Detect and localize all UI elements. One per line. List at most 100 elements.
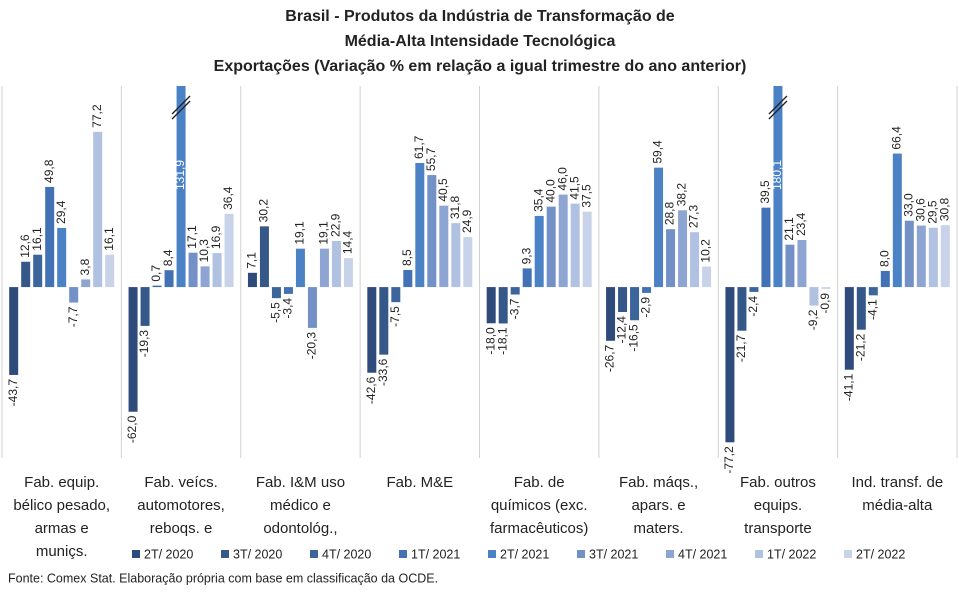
bar xyxy=(403,269,413,288)
value-label: 30,2 xyxy=(257,199,271,223)
value-label: 77,2 xyxy=(90,104,104,128)
chart-title: Média-Alta Intensidade Tecnológica xyxy=(345,33,616,50)
bar xyxy=(654,167,664,288)
legend-label: 3T/ 2021 xyxy=(589,547,638,561)
bar xyxy=(105,254,115,288)
axis-break xyxy=(768,95,788,115)
bar xyxy=(534,215,544,288)
x-tick-label: odontológ., xyxy=(263,520,337,537)
x-tick-label: Fab. veícs. xyxy=(144,474,217,491)
value-label: 8,4 xyxy=(161,249,175,266)
bar xyxy=(498,287,508,324)
bar xyxy=(319,248,329,288)
value-label: 21,1 xyxy=(782,217,796,241)
chart-title: Brasil - Produtos da Indústria de Transf… xyxy=(285,8,675,25)
bar xyxy=(81,279,91,288)
x-tick-label: muniçs. xyxy=(36,543,88,560)
value-label: -62,0 xyxy=(125,415,139,443)
bar xyxy=(725,287,735,443)
value-label: -0,9 xyxy=(818,293,832,314)
bar xyxy=(331,241,341,288)
bar xyxy=(176,86,186,288)
bar xyxy=(271,287,281,299)
chart-title: Exportações (Variação % em relação a igu… xyxy=(214,58,747,75)
value-label: 3,8 xyxy=(78,258,92,275)
bar xyxy=(522,268,532,288)
bar xyxy=(379,287,389,355)
value-label: 16,1 xyxy=(102,227,116,251)
x-tick-label: média-alta xyxy=(862,497,933,514)
bar xyxy=(57,227,67,288)
legend-label: 4T/ 2021 xyxy=(678,547,727,561)
value-label: 22,9 xyxy=(329,213,343,237)
value-label: 30,6 xyxy=(913,198,927,222)
value-label: -26,7 xyxy=(603,344,617,372)
value-label: -19,3 xyxy=(137,330,151,358)
bar xyxy=(463,237,473,288)
bar xyxy=(558,194,568,288)
bar xyxy=(128,287,138,412)
value-label: 23,4 xyxy=(794,212,808,236)
bar xyxy=(367,287,377,373)
value-label: -21,2 xyxy=(853,333,867,361)
value-label: 16,1 xyxy=(30,227,44,251)
bar xyxy=(546,206,556,288)
bar xyxy=(904,220,914,288)
value-label: 61,7 xyxy=(412,135,426,159)
bar xyxy=(773,86,783,288)
bar xyxy=(737,287,747,331)
value-label: 66,4 xyxy=(889,126,903,150)
x-tick-label: apars. e xyxy=(631,497,685,514)
x-tick-label: armas e xyxy=(35,520,89,537)
bar xyxy=(45,186,55,288)
value-label: 55,7 xyxy=(424,147,438,171)
value-label: 38,2 xyxy=(675,183,689,207)
bar xyxy=(666,229,676,288)
x-tick-label: maters. xyxy=(634,520,684,537)
value-label: -41,1 xyxy=(841,373,855,401)
bar xyxy=(391,287,401,303)
value-label: -3,7 xyxy=(507,298,521,319)
legend-swatch xyxy=(310,550,318,558)
value-label: 19,1 xyxy=(293,221,307,245)
x-tick-label: farmacêuticos) xyxy=(490,520,588,537)
value-label: 19,1 xyxy=(317,221,331,245)
value-label: -7,5 xyxy=(388,306,402,327)
value-label: -7,7 xyxy=(66,306,80,327)
value-label: -2,4 xyxy=(746,296,760,317)
value-label: 14,4 xyxy=(341,230,355,254)
bar xyxy=(439,205,449,288)
value-label: 30,8 xyxy=(937,197,951,221)
value-label: -3,4 xyxy=(281,298,295,319)
value-label: 40,0 xyxy=(543,179,557,203)
bar xyxy=(510,287,520,295)
legend-swatch xyxy=(132,550,140,558)
value-label: 9,3 xyxy=(519,247,533,264)
value-label: -18,0 xyxy=(483,327,497,355)
value-label: -5,5 xyxy=(269,302,283,323)
bar xyxy=(212,253,222,288)
legend-swatch xyxy=(844,550,852,558)
value-label: -16,5 xyxy=(627,324,641,352)
value-label: 16,9 xyxy=(209,225,223,249)
value-label: 36,4 xyxy=(221,186,235,210)
value-label: 24,9 xyxy=(460,209,474,233)
bar xyxy=(678,210,688,288)
value-label: -20,3 xyxy=(305,332,319,360)
value-label: 8,5 xyxy=(400,249,414,266)
bar xyxy=(69,287,79,303)
x-tick-label: Fab. M&E xyxy=(386,474,453,491)
value-label: 46,0 xyxy=(555,167,569,191)
bar xyxy=(486,287,496,324)
value-label: -12,4 xyxy=(615,316,629,344)
bar xyxy=(809,287,819,306)
legend-label: 1T/ 2022 xyxy=(767,547,816,561)
legend-label: 1T/ 2021 xyxy=(411,547,460,561)
legend-label: 3T/ 2020 xyxy=(233,547,282,561)
value-label: 33,0 xyxy=(901,193,915,217)
bar xyxy=(570,203,580,288)
x-tick-label: Fab. outros xyxy=(740,474,816,491)
value-label: -33,6 xyxy=(376,358,390,386)
axis-break xyxy=(768,100,788,120)
bar xyxy=(690,232,700,288)
